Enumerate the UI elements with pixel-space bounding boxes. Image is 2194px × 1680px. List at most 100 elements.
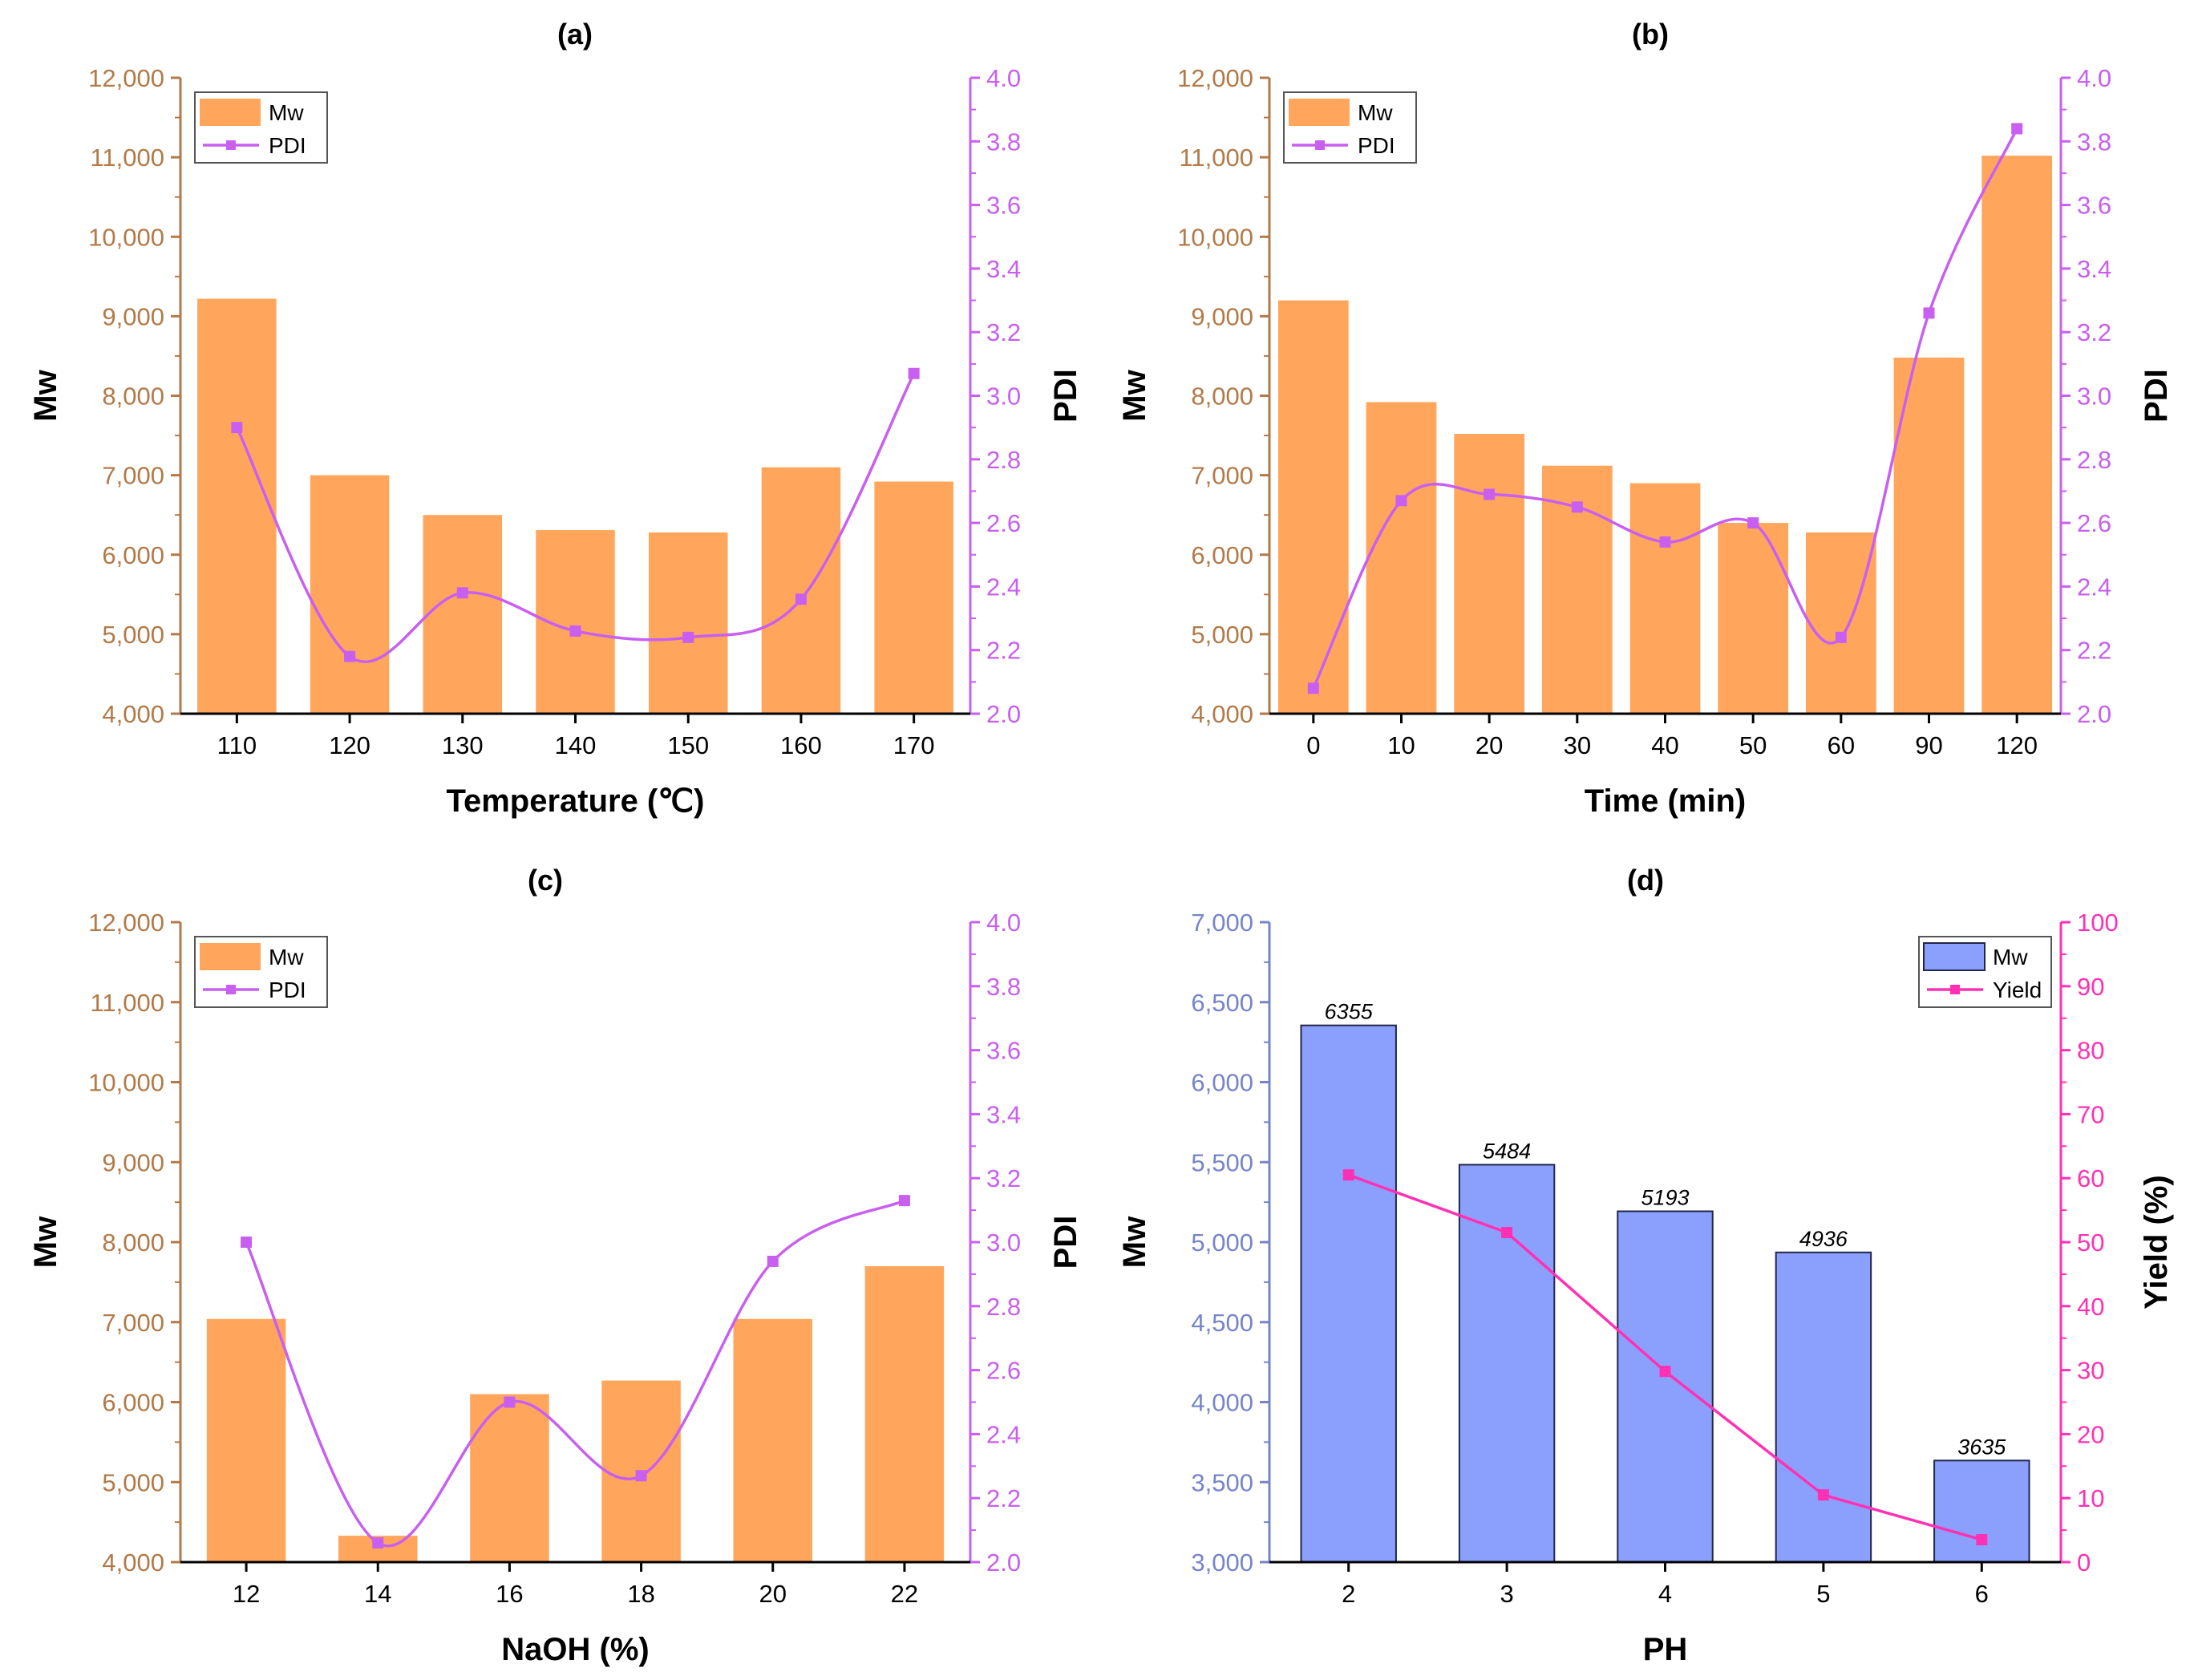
left-axis-title: Mw [1117, 1216, 1152, 1268]
left-tick-label: 7,000 [1191, 462, 1253, 490]
bar-b-40 [1629, 483, 1701, 714]
x-tick-label: 140 [555, 731, 597, 759]
x-tick-label: 130 [442, 731, 484, 759]
x-tick-label: 14 [364, 1580, 391, 1608]
point-pdi-150 [682, 631, 694, 643]
right-axis-title: Yield (%) [2139, 1175, 2174, 1309]
left-axis-title: Mw [28, 1216, 63, 1268]
right-tick-label: 3.4 [986, 1100, 1021, 1128]
x-tick-label: 20 [759, 1580, 787, 1608]
right-tick-label: 3.6 [986, 1037, 1021, 1065]
legend-swatch-bar [1289, 99, 1350, 126]
data-label: 4936 [1799, 1227, 1848, 1251]
legend-label: Mw [1993, 945, 2028, 970]
right-tick-label: 3.0 [986, 383, 1021, 411]
bar-c-16 [470, 1394, 549, 1562]
right-tick-label: 3.4 [2077, 255, 2111, 283]
bar-d-6 [1933, 1459, 2030, 1564]
legend-label: PDI [1358, 133, 1395, 158]
legend: Mw PDI [194, 91, 328, 164]
right-tick-label: 3.6 [2077, 192, 2111, 220]
bar-d-4 [1617, 1210, 1714, 1563]
left-tick-label: 6,000 [102, 541, 164, 569]
point-pdi-20 [1484, 488, 1496, 500]
x-tick-label: 0 [1306, 731, 1320, 759]
legend-swatch-marker [1315, 140, 1325, 150]
point-pdi-22 [898, 1195, 910, 1207]
left-tick-label: 10,000 [1177, 223, 1253, 251]
right-tick-label: 3.2 [2077, 318, 2111, 346]
bar-b-60 [1805, 532, 1876, 714]
point-pdi-20 [767, 1255, 779, 1267]
legend-swatch-marker [226, 985, 236, 994]
data-label: 6355 [1325, 1000, 1374, 1024]
right-tick-label: 2.2 [2077, 637, 2111, 665]
legend-swatch-bar [200, 943, 261, 970]
left-tick-label: 9,000 [102, 302, 164, 330]
right-tick-label: 4.0 [2077, 64, 2111, 92]
bar-b-10 [1366, 402, 1437, 714]
right-tick-label: 90 [2077, 973, 2104, 1001]
left-tick-label: 4,000 [102, 1548, 164, 1577]
legend-label: Mw [1358, 100, 1393, 125]
bar-c-12 [206, 1318, 286, 1562]
right-tick-label: 2.8 [2077, 446, 2111, 474]
right-tick-label: 2.4 [986, 573, 1021, 601]
x-axis-title: PH [1643, 1632, 1688, 1667]
x-tick-label: 30 [1564, 731, 1591, 759]
left-tick-label: 12,000 [88, 64, 164, 92]
left-tick-label: 9,000 [1191, 302, 1253, 330]
right-tick-label: 2.4 [986, 1420, 1021, 1448]
right-tick-label: 2.0 [2077, 700, 2111, 728]
left-tick-label: 10,000 [88, 223, 164, 251]
right-tick-label: 0 [2077, 1548, 2091, 1577]
right-tick-label: 100 [2077, 909, 2119, 937]
legend-swatch-bar [1923, 942, 1986, 971]
panel-title: (c) [528, 864, 563, 897]
x-tick-label: 120 [1996, 731, 2038, 759]
right-tick-label: 2.0 [986, 1548, 1021, 1577]
legend: Mw Yield [1918, 936, 2052, 1008]
point-pdi-120 [344, 650, 356, 662]
legend-swatch-marker [1950, 985, 1960, 994]
bar-a-150 [648, 532, 728, 714]
x-tick-label: 18 [627, 1580, 654, 1608]
left-tick-label: 12,000 [1177, 64, 1253, 92]
left-tick-label: 7,000 [102, 462, 164, 490]
x-tick-label: 20 [1475, 731, 1503, 759]
left-tick-label: 4,000 [1191, 700, 1253, 728]
left-tick-label: 6,000 [102, 1389, 164, 1417]
left-tick-label: 5,000 [1191, 1229, 1253, 1257]
right-tick-label: 60 [2077, 1164, 2104, 1192]
left-tick-label: 4,000 [1191, 1389, 1253, 1417]
x-tick-label: 50 [1739, 731, 1767, 759]
point-pdi-40 [1659, 536, 1671, 548]
left-tick-label: 8,000 [1191, 383, 1253, 411]
bar-a-130 [423, 515, 503, 714]
right-tick-label: 3.2 [986, 318, 1021, 346]
point-pdi-60 [1835, 631, 1847, 643]
point-pdi-16 [504, 1396, 516, 1408]
left-tick-label: 8,000 [102, 1229, 164, 1257]
point-pdi-170 [908, 367, 920, 379]
left-tick-label: 10,000 [88, 1069, 164, 1097]
bar-d-3 [1458, 1164, 1556, 1564]
data-label: 5193 [1641, 1185, 1689, 1209]
bar-b-50 [1718, 523, 1789, 714]
point-yield-6 [1976, 1534, 1988, 1546]
right-tick-label: 4.0 [986, 909, 1021, 937]
bar-b-90 [1893, 357, 1965, 714]
panel-title: (d) [1627, 864, 1664, 897]
left-axis-title: Mw [28, 369, 63, 421]
bar-c-20 [733, 1318, 812, 1562]
left-tick-label: 9,000 [102, 1148, 164, 1176]
right-tick-label: 3.8 [2077, 128, 2111, 156]
legend: Mw PDI [194, 936, 328, 1008]
data-label: 3635 [1957, 1435, 2006, 1459]
right-tick-label: 3.4 [986, 255, 1021, 283]
right-tick-label: 2.0 [986, 700, 1021, 728]
point-pdi-160 [795, 593, 807, 605]
x-axis-title: NaOH (%) [501, 1632, 649, 1667]
legend: Mw PDI [1283, 91, 1417, 164]
